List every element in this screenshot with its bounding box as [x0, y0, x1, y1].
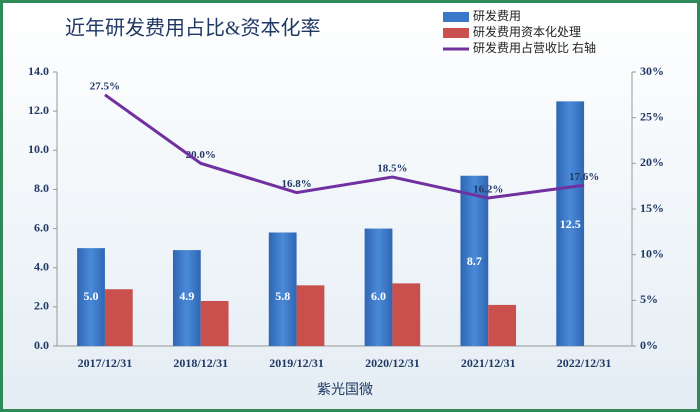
bar — [488, 304, 517, 346]
y2-tick-label: 5% — [640, 292, 658, 306]
legend-swatch — [443, 28, 469, 38]
line-value-label: 16.8% — [281, 178, 311, 190]
line — [104, 93, 585, 200]
bar — [364, 228, 393, 346]
y2-tick-label: 25% — [640, 109, 664, 123]
line-value-label: 18.5% — [377, 163, 407, 175]
x-tick-label: 2018/12/31 — [173, 356, 228, 370]
bar-value-label: 4.9 — [179, 289, 194, 303]
bar — [77, 248, 105, 346]
x-tick-label: 2019/12/31 — [269, 356, 324, 370]
line-value-label: 16.2% — [473, 184, 503, 196]
legend-label: 研发费用 — [473, 8, 521, 23]
line-value-label: 27.5% — [90, 80, 120, 92]
x-tick-label: 2017/12/31 — [78, 356, 133, 370]
bar — [104, 289, 133, 346]
y2-tick-label: 30% — [640, 64, 664, 78]
bar — [172, 250, 201, 346]
y2-tick-label: 20% — [640, 155, 664, 169]
y-tick-label: 14.0 — [28, 64, 49, 78]
bar-value-label: 6.0 — [371, 289, 386, 303]
y-tick-label: 12.0 — [28, 103, 49, 117]
legend-label: 研发费用占营收比 右轴 — [473, 40, 596, 55]
y2-tick-label: 0% — [640, 338, 658, 352]
bar-value-label: 12.5 — [560, 217, 581, 231]
x-axis-label: 紫光国微 — [317, 382, 373, 398]
y2-tick-label: 15% — [640, 201, 664, 215]
bar-value-label: 5.8 — [275, 289, 290, 303]
y-tick-label: 2.0 — [34, 299, 49, 313]
bar — [392, 283, 421, 346]
y-tick-label: 0.0 — [34, 338, 49, 352]
legend-label: 研发费用资本化处理 — [473, 24, 581, 39]
y-tick-label: 8.0 — [34, 181, 49, 195]
bar-value-label: 8.7 — [467, 254, 482, 268]
x-tick-label: 2022/12/31 — [557, 356, 612, 370]
bar-value-label: 5.0 — [84, 289, 99, 303]
line-value-label: 17.6% — [569, 171, 599, 183]
y-tick-label: 6.0 — [34, 220, 49, 234]
y2-tick-label: 10% — [640, 246, 664, 260]
y-tick-label: 4.0 — [34, 259, 49, 273]
legend-swatch — [443, 12, 469, 22]
bar — [556, 101, 585, 346]
bar — [460, 175, 489, 346]
chart-title: 近年研发费用占比&资本化率 — [65, 17, 321, 40]
y-tick-label: 10.0 — [28, 142, 49, 156]
bar — [200, 300, 229, 346]
x-tick-label: 2021/12/31 — [461, 356, 516, 370]
bar — [268, 232, 297, 346]
bar — [296, 285, 325, 346]
x-tick-label: 2020/12/31 — [365, 356, 420, 370]
